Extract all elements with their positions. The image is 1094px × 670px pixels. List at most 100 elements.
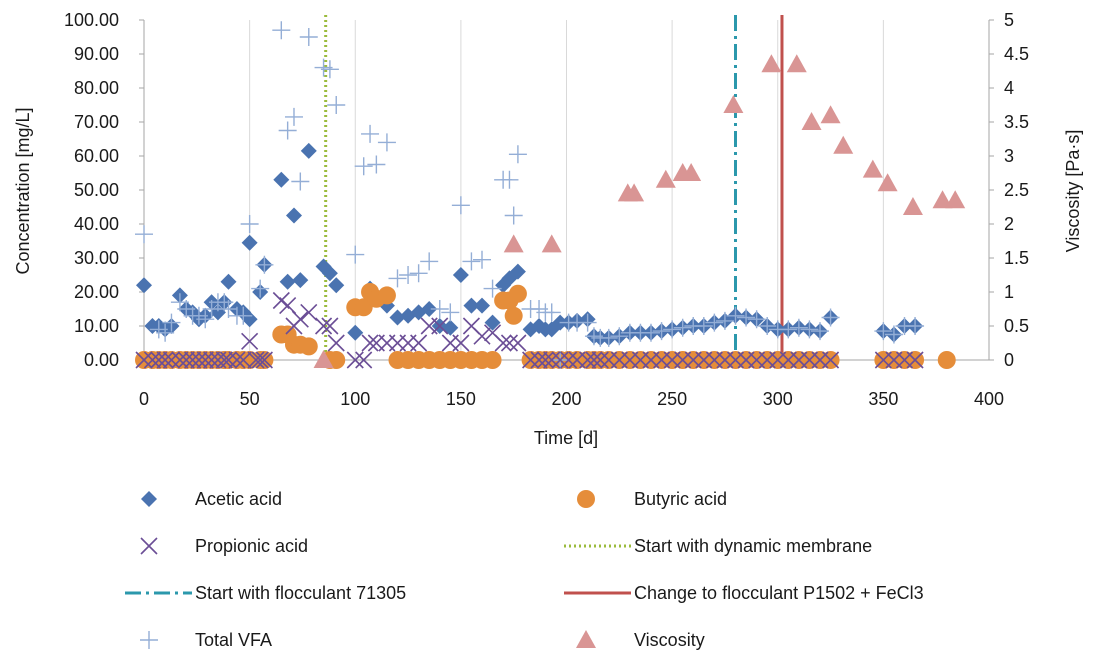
y2-tick-label: 3.5 [1004, 112, 1029, 132]
data-point [291, 310, 309, 328]
y-tick-label: 70.00 [74, 112, 119, 132]
data-point [272, 21, 291, 40]
data-point [219, 300, 238, 318]
y2-tick-label: 0.5 [1004, 316, 1029, 336]
data-point [389, 309, 406, 326]
data-point [474, 297, 490, 314]
data-point [313, 350, 334, 368]
data-point [299, 337, 318, 356]
data-point [177, 351, 195, 369]
data-point [377, 286, 396, 305]
y2-tick-label: 2 [1004, 214, 1014, 234]
data-point [655, 169, 676, 188]
data-point [681, 163, 702, 181]
data-point [877, 173, 898, 192]
data-point [673, 318, 692, 337]
x-tick-label: 400 [974, 389, 1004, 409]
data-point [150, 351, 168, 369]
data-point [300, 303, 318, 321]
data-point [190, 351, 208, 369]
x-tick-label: 100 [340, 389, 370, 409]
data-point [251, 351, 269, 369]
data-point [509, 334, 527, 352]
data-point [906, 317, 925, 335]
data-point [399, 266, 418, 284]
y-tick-label: 20.00 [74, 282, 119, 302]
data-point [409, 264, 428, 283]
data-point [501, 270, 518, 287]
y2-tick-label: 2.5 [1004, 180, 1029, 200]
data-point [241, 234, 258, 251]
data-point [599, 328, 618, 347]
data-point [219, 351, 238, 369]
legend-label: Start with dynamic membrane [634, 536, 872, 556]
data-point [874, 322, 893, 341]
data-point [578, 313, 597, 332]
legend-marker [141, 491, 157, 507]
data-point [171, 351, 189, 369]
data-point [737, 308, 756, 327]
data-point [241, 332, 259, 350]
legend-label: Acetic acid [195, 489, 282, 509]
data-point [726, 306, 745, 325]
data-point [285, 207, 302, 224]
data-point [821, 351, 840, 369]
data-point [801, 112, 822, 130]
data-point [162, 351, 181, 369]
series-total-vfa [135, 21, 925, 369]
data-point [542, 303, 561, 322]
event-lines [324, 15, 784, 360]
y-tick-label: 10.00 [74, 316, 119, 336]
data-point [234, 306, 253, 325]
data-point [251, 279, 270, 298]
data-point [789, 318, 808, 337]
data-point [483, 279, 502, 298]
data-point [500, 334, 519, 352]
data-point [247, 351, 265, 369]
data-point [135, 225, 153, 244]
data-point [610, 327, 629, 346]
data-point [811, 322, 829, 341]
data-point [483, 351, 502, 369]
y-tick-label: 90.00 [74, 44, 119, 64]
legend-label: Viscosity [634, 630, 705, 650]
y-axis-label: Concentration [mg/L] [13, 107, 33, 274]
data-point [543, 351, 561, 369]
data-point [508, 145, 527, 164]
data-point [761, 54, 782, 73]
x-tick-label: 150 [446, 389, 476, 409]
data-point [932, 190, 953, 209]
data-point [377, 133, 396, 152]
y-tick-label: 0.00 [84, 350, 119, 370]
legend-label: Start with flocculant 71305 [195, 583, 406, 603]
data-point [240, 215, 259, 233]
legend-label: Propionic acid [195, 536, 308, 556]
data-point [291, 172, 310, 191]
data-point [136, 277, 152, 294]
data-point [234, 351, 252, 369]
legend-marker [140, 631, 158, 649]
axes: 0 50 100 150 200 250 300 350 4000.0010.0020.0030… [64, 10, 1029, 409]
data-point [694, 317, 713, 335]
data-point [786, 54, 807, 73]
data-point [420, 252, 439, 271]
data-point [279, 273, 296, 290]
data-point [328, 277, 345, 294]
data-point [430, 300, 449, 318]
data-point [388, 269, 407, 288]
data-point [135, 351, 153, 369]
data-point [522, 351, 540, 369]
data-point [196, 351, 214, 369]
x-tick-label: 50 [240, 389, 260, 409]
legend-marker [577, 490, 595, 508]
data-point [215, 351, 233, 369]
data-point [156, 323, 175, 342]
data-point [560, 351, 578, 369]
data-point [255, 255, 274, 274]
legend-label: Change to flocculant P1502 + FeCl3 [634, 583, 924, 603]
data-point [196, 310, 215, 329]
data-point [779, 320, 798, 339]
x-tick-label: 250 [657, 389, 687, 409]
data-point [273, 171, 290, 188]
series-viscosity [313, 54, 966, 368]
